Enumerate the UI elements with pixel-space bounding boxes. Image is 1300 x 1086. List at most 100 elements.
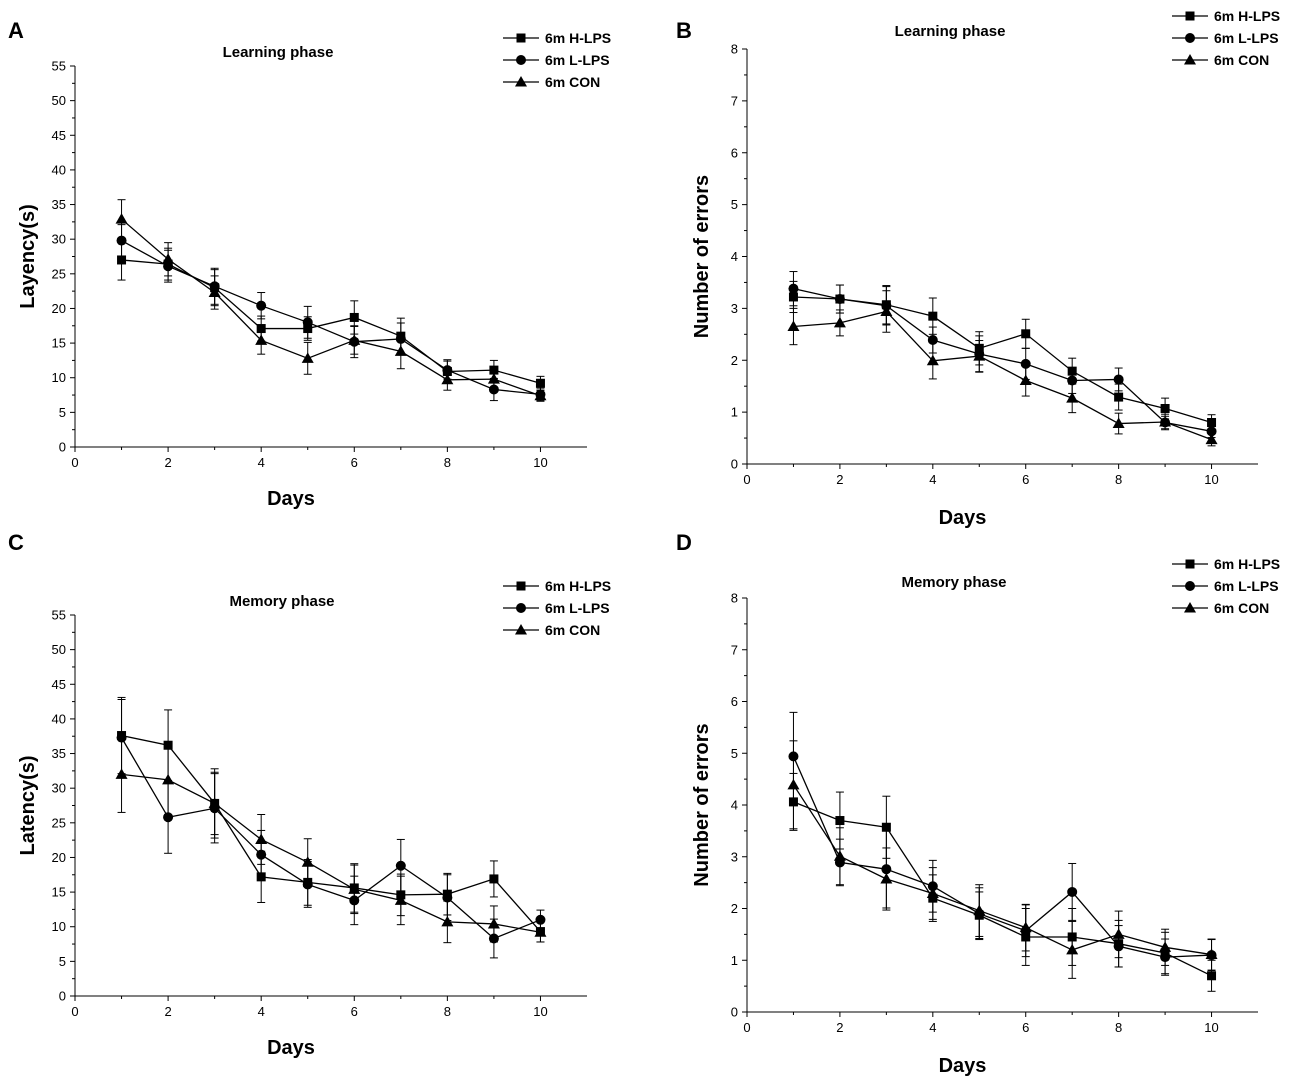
data-point xyxy=(441,373,454,385)
data-point xyxy=(880,305,893,316)
data-point xyxy=(115,213,128,224)
y-tick-label: 5 xyxy=(731,746,738,761)
series-line xyxy=(121,734,541,933)
x-tick-label: 6 xyxy=(351,455,358,470)
y-tick-label: 20 xyxy=(52,301,66,316)
data-point xyxy=(301,856,314,867)
y-tick-label: 45 xyxy=(52,128,66,143)
data-point xyxy=(1114,392,1124,402)
x-tick-label: 6 xyxy=(1022,1020,1029,1035)
y-tick-label: 5 xyxy=(731,197,738,212)
y-tick-label: 4 xyxy=(731,249,738,264)
y-tick-label: 55 xyxy=(52,59,66,74)
y-tick-label: 15 xyxy=(52,885,66,900)
series-b-0 xyxy=(788,280,1217,431)
y-tick-label: 10 xyxy=(52,370,66,385)
data-point xyxy=(787,778,800,790)
series-d-1 xyxy=(788,711,1217,976)
y-tick-label: 25 xyxy=(52,815,66,830)
series-line xyxy=(793,801,1212,977)
data-point xyxy=(787,320,800,332)
y-tick-label: 45 xyxy=(52,677,66,692)
legend-label: 6m L-LPS xyxy=(545,52,610,68)
data-point xyxy=(881,822,891,832)
y-tick-label: 6 xyxy=(731,145,738,160)
y-tick-label: 7 xyxy=(731,642,738,657)
data-point xyxy=(833,316,846,328)
x-tick-label: 8 xyxy=(444,1004,451,1019)
data-point xyxy=(1066,943,1079,955)
legend-marker-circle xyxy=(516,55,526,65)
data-point xyxy=(788,283,799,294)
data-point xyxy=(534,389,547,401)
data-point xyxy=(394,894,407,905)
data-point xyxy=(348,334,361,345)
panel-d-xlabel: Days xyxy=(939,1055,987,1077)
x-tick-label: 8 xyxy=(1115,1020,1122,1035)
series-line xyxy=(121,773,541,933)
x-tick-label: 6 xyxy=(1022,472,1029,487)
x-tick-label: 0 xyxy=(71,1004,78,1019)
legend-label: 6m L-LPS xyxy=(1214,30,1279,46)
data-point xyxy=(1207,418,1217,427)
y-tick-label: 0 xyxy=(731,1005,738,1020)
data-point xyxy=(441,915,454,927)
panel-b: B Learning phase 0 1 2 3 4 5 6 7 8 0 2 4 6 8 10 Days Numbe… xyxy=(676,8,1280,529)
x-tick-label: 10 xyxy=(533,1004,547,1019)
legend-marker-circle xyxy=(1185,581,1195,591)
y-tick-label: 8 xyxy=(731,591,738,606)
panel-d-ylabel: Number of errors xyxy=(691,723,713,886)
legend-marker-triangle xyxy=(1184,54,1196,65)
data-point xyxy=(834,294,845,305)
legend-marker-triangle xyxy=(515,624,527,635)
x-tick-label: 8 xyxy=(444,455,451,470)
y-tick-label: 35 xyxy=(52,746,66,761)
legend-label: 6m H-LPS xyxy=(545,578,611,594)
data-point xyxy=(1112,417,1125,429)
series-line xyxy=(120,737,541,940)
panel-d: D Memory phase 0 1 2 3 4 5 6 7 8 0 2 4 6 8 10 Days Number … xyxy=(676,530,1280,1077)
data-point xyxy=(1067,375,1078,386)
y-tick-label: 7 xyxy=(731,93,738,108)
legend-label: 6m L-LPS xyxy=(1214,578,1279,594)
panel-c: C Memory phase 0 5 10 15 20 25 30 35 40 45 50 55 0 2 4 6 8… xyxy=(8,530,611,1059)
legend-marker-triangle xyxy=(515,76,527,87)
series-d-0 xyxy=(788,772,1217,992)
x-tick-label: 2 xyxy=(836,472,843,487)
legend-marker-circle xyxy=(516,603,526,613)
series-a-1 xyxy=(116,224,546,402)
y-tick-label: 0 xyxy=(59,440,66,455)
series-b-2 xyxy=(787,290,1218,447)
x-tick-label: 0 xyxy=(71,455,78,470)
y-tick-label: 30 xyxy=(52,781,66,796)
data-point xyxy=(534,926,547,937)
x-tick-label: 6 xyxy=(351,1004,358,1019)
panel-d-letter: D xyxy=(676,530,692,555)
data-point xyxy=(255,334,268,345)
legend-label: 6m H-LPS xyxy=(545,30,611,46)
panel-c-ylabel: Latency(s) xyxy=(17,755,39,855)
data-point xyxy=(489,874,499,884)
series-d-2 xyxy=(787,740,1218,979)
data-point xyxy=(301,352,314,363)
data-point xyxy=(1019,374,1032,385)
series-line xyxy=(793,296,1212,424)
y-tick-label: 40 xyxy=(52,162,66,177)
y-tick-label: 50 xyxy=(52,642,66,657)
y-tick-label: 1 xyxy=(731,953,738,968)
legend-label: 6m CON xyxy=(545,74,600,90)
panel-c-letter: C xyxy=(8,530,24,555)
panel-a: A Learning phase 0 5 10 15 20 25 30 35 40 45 50 55 0 2 4… xyxy=(8,18,611,510)
y-tick-label: 8 xyxy=(731,42,738,57)
data-point xyxy=(442,892,453,903)
data-point xyxy=(256,300,267,311)
legend-label: 6m L-LPS xyxy=(545,600,610,616)
series-line xyxy=(121,218,541,397)
y-tick-label: 55 xyxy=(52,608,66,623)
y-tick-label: 25 xyxy=(52,266,66,281)
panel-d-title: Memory phase xyxy=(901,574,1006,591)
data-point xyxy=(926,354,939,366)
series-a-2 xyxy=(115,199,547,402)
data-point xyxy=(1020,358,1031,369)
legend-marker-square xyxy=(1185,559,1195,569)
